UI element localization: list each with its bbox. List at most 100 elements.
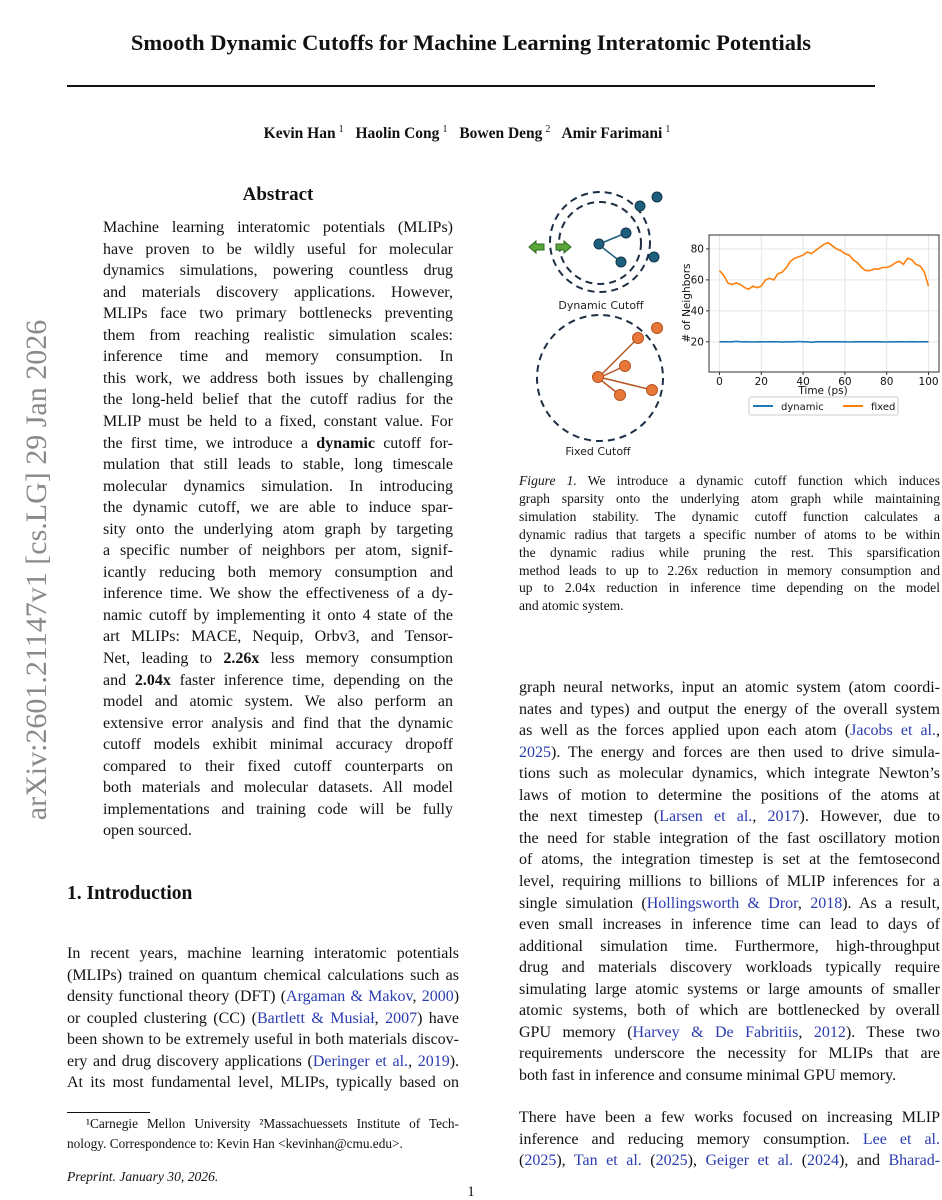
text-line: icantly reducing both memory consumption… (103, 562, 453, 583)
citation-link[interactable]: 2007 (385, 1009, 418, 1027)
author-name: Amir Farimani (561, 125, 663, 143)
text-run: them from reaching realistic simulation … (103, 326, 453, 344)
text-line: or coupled clustering (CC) (Bartlett & M… (67, 1008, 459, 1029)
text-run: ) (453, 988, 460, 1006)
text-run: ), and (839, 1152, 889, 1170)
abstract-heading: Abstract (242, 184, 314, 205)
citation-link[interactable]: 2025 (519, 743, 551, 761)
dynamic-cutoff-diagram: Dynamic Cutoff (528, 191, 663, 312)
text-run: inference time and memory consumption. I… (103, 348, 453, 366)
citation-link[interactable]: Lee et al. (862, 1130, 940, 1148)
text-run: (MLIPs) trained on quantum chemical calc… (67, 966, 459, 984)
text-line: MLIPs face two primary bottlenecks preve… (103, 303, 453, 324)
text-line: Machine learning interatomic potentials … (103, 217, 453, 238)
citation-link[interactable]: 2017 (767, 808, 800, 826)
text-run: , (408, 1052, 418, 1070)
text-run: graph sparsity onto the underlying atom … (519, 490, 940, 506)
text-line: MLIP must be held to a fixed, constant v… (103, 411, 453, 432)
text-line: additional simulation time. Furthermore,… (519, 936, 940, 957)
title-rule (67, 85, 875, 87)
text-run: less memory consumption (259, 650, 454, 667)
citation-link[interactable]: 2019 (417, 1052, 450, 1070)
author-affiliation: 1 (338, 124, 344, 135)
text-line: graph sparsity onto the underlying atom … (519, 490, 940, 508)
text-line: requirements underscore the necessity fo… (519, 1043, 940, 1064)
text-line: of atoms, the integration timestep is se… (519, 849, 940, 870)
introduction-heading: 1. Introduction (67, 883, 193, 904)
citation-link[interactable]: Jacobs et al. (850, 722, 936, 740)
text-run: MLIPs face two primary bottlenecks preve… (103, 305, 453, 323)
text-run: additional simulation time. Furthermore,… (519, 937, 940, 955)
double-arrow-icon (528, 239, 572, 255)
text-line: as well as the forces applied upon each … (519, 720, 940, 741)
text-run: laws of motion to determine the position… (519, 786, 940, 804)
text-run: MLIP must be held to a fixed, constant v… (103, 412, 453, 430)
text-run: ( (793, 1152, 808, 1170)
text-run: requirements underscore the necessity fo… (519, 1045, 940, 1063)
citation-link[interactable]: Bartlett & Musiał (257, 1009, 375, 1027)
text-run: , (798, 1023, 814, 1041)
text-run: ), (556, 1152, 574, 1170)
text-line: dynamics simulations, powering countless… (103, 260, 453, 281)
legend-label-dynamic: dynamic (781, 402, 824, 413)
citation-link[interactable]: 2000 (421, 988, 454, 1006)
citation-link[interactable]: Harvey & De Fabritiis (632, 1023, 799, 1041)
author-affiliation: 1 (665, 124, 671, 135)
text-line: GPU memory (Harvey & De Fabritiis, 2012)… (519, 1022, 940, 1043)
text-run: atomic systems, both of which are bottle… (519, 1002, 940, 1020)
text-line: atomic systems, both of which are bottle… (519, 1000, 940, 1021)
legend-label-fixed: fixed (871, 402, 895, 413)
text-line: a specific number of neighbors per atom,… (103, 540, 453, 561)
y-tick-label: 80 (691, 243, 704, 255)
author-affiliation: 2 (545, 124, 551, 135)
text-run: ( (519, 1152, 525, 1170)
text-run: or coupled clustering (CC) ( (67, 1009, 257, 1027)
text-line: Figure 1. We introduce a dynamic cutoff … (519, 472, 940, 490)
x-tick-label: 20 (755, 376, 768, 388)
text-run: There have been a few works focused on i… (519, 1109, 940, 1126)
text-line: the need for stable integration of the f… (519, 828, 940, 849)
text-run: In recent years, machine learning intera… (67, 945, 459, 962)
citation-link[interactable]: Tan et al. (573, 1152, 642, 1170)
text-line: and atomic system. (519, 597, 940, 615)
text-line: and materials discovery applications. Ho… (103, 282, 453, 303)
text-run: compared to their fixed cutoff counterpa… (103, 757, 453, 775)
citation-link[interactable]: Deringer et al. (312, 1052, 409, 1070)
text-line: art MLIPs: MACE, Nequip, Orbv3, and Tens… (103, 626, 453, 647)
citation-link[interactable]: 2012 (813, 1023, 846, 1041)
text-line: tions such as molecular dynamics, which … (519, 763, 940, 784)
text-run: , (374, 1009, 386, 1027)
text-line: ¹Carnegie Mellon University ²Massachuess… (86, 1114, 459, 1133)
text-run: dynamics simulations, powering countless… (103, 262, 453, 280)
text-line: them from reaching realistic simulation … (103, 325, 453, 346)
citation-link[interactable]: Argaman & Makov (286, 988, 413, 1006)
text-line: method leads to up to 2.26x reduction in… (519, 562, 940, 580)
author-name: Bowen Deng (459, 125, 543, 143)
tick-labels: 0 20 40 60 80 100 20 40 60 80 (691, 243, 939, 388)
citation-link[interactable]: 2025 (655, 1152, 688, 1170)
text-run: ery and drug discovery applications ( (67, 1052, 313, 1070)
citation-link[interactable]: Bharad- (888, 1152, 941, 1170)
citation-link[interactable]: 2025 (524, 1152, 557, 1170)
text-line: graph neural networks, input an atomic s… (519, 677, 940, 698)
citation-link[interactable]: 2018 (810, 894, 843, 912)
text-run: cutoff for- (374, 434, 453, 452)
dynamic-atoms (593, 191, 663, 268)
citation-link[interactable]: 2024 (807, 1152, 840, 1170)
text-line: up to 2.04x reduction in inference time … (519, 579, 940, 597)
citation-link[interactable]: Larsen et al. (659, 808, 753, 826)
text-line: drug and materials discovery workloads t… (519, 957, 940, 978)
text-line: both materials and molecular datasets. A… (103, 777, 453, 798)
text-run: open sourced. (103, 822, 192, 840)
y-tick-label: 60 (691, 274, 704, 286)
text-line: nates and types) and output the energy o… (519, 699, 940, 720)
citation-link[interactable]: Hollingsworth & Dror (646, 894, 798, 912)
text-run: model and atomic system. We also perform… (103, 693, 453, 711)
text-run: been shown to be extremely useful in bot… (67, 1031, 459, 1049)
text-run: cutoff models exhibit minimal accuracy d… (103, 736, 453, 754)
fixed-cutoff-diagram: Fixed Cutoff (536, 314, 664, 458)
citation-link[interactable]: Geiger et al. (705, 1152, 794, 1170)
text-line: the first time, we introduce a dynamic c… (103, 433, 453, 454)
text-run: and atomic system. (519, 598, 624, 614)
paper-title: Smooth Dynamic Cutoffs for Machine Learn… (130, 30, 812, 55)
